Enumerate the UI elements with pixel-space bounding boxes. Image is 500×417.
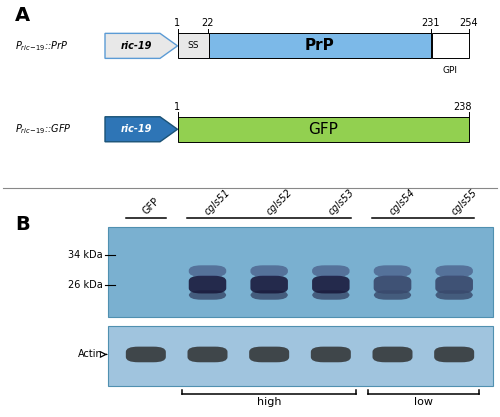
FancyBboxPatch shape (188, 347, 228, 362)
Text: 22: 22 (202, 18, 214, 28)
FancyBboxPatch shape (374, 290, 411, 300)
Text: cgls55: cgls55 (450, 187, 480, 217)
Text: 238: 238 (453, 102, 472, 112)
FancyBboxPatch shape (249, 347, 289, 362)
Text: cgls52: cgls52 (264, 187, 294, 217)
FancyBboxPatch shape (250, 276, 288, 294)
FancyBboxPatch shape (178, 117, 469, 142)
Text: cgls51: cgls51 (203, 187, 232, 217)
Text: 231: 231 (422, 18, 440, 28)
FancyBboxPatch shape (108, 227, 492, 317)
FancyBboxPatch shape (188, 276, 226, 294)
FancyBboxPatch shape (250, 265, 288, 277)
FancyBboxPatch shape (188, 290, 226, 300)
Text: 1: 1 (174, 102, 180, 112)
Text: PrP: PrP (305, 38, 335, 53)
FancyBboxPatch shape (436, 276, 473, 294)
FancyBboxPatch shape (374, 276, 411, 294)
FancyBboxPatch shape (374, 276, 411, 294)
Text: GFP: GFP (308, 122, 338, 137)
Text: 34 kDa: 34 kDa (68, 251, 102, 260)
Text: 26 kDa: 26 kDa (68, 280, 102, 289)
Text: GPI: GPI (442, 66, 458, 75)
FancyBboxPatch shape (312, 276, 350, 294)
FancyBboxPatch shape (178, 33, 208, 58)
Text: A: A (15, 6, 30, 25)
FancyBboxPatch shape (250, 290, 288, 300)
Text: 254: 254 (460, 18, 478, 28)
FancyBboxPatch shape (126, 347, 166, 362)
FancyBboxPatch shape (434, 347, 474, 362)
Text: 1: 1 (174, 18, 180, 28)
Text: Actin: Actin (78, 349, 102, 359)
FancyBboxPatch shape (436, 290, 473, 300)
Text: cgls54: cgls54 (388, 187, 418, 217)
Text: SS: SS (187, 41, 199, 50)
Text: GFP: GFP (142, 196, 162, 217)
FancyBboxPatch shape (432, 33, 469, 58)
FancyBboxPatch shape (311, 347, 351, 362)
Polygon shape (105, 117, 178, 142)
Text: high: high (257, 397, 281, 407)
Text: low: low (414, 397, 433, 407)
FancyBboxPatch shape (372, 347, 412, 362)
FancyBboxPatch shape (312, 265, 350, 277)
FancyBboxPatch shape (436, 265, 473, 277)
Polygon shape (105, 33, 178, 58)
Text: ric-19: ric-19 (120, 41, 152, 51)
FancyBboxPatch shape (188, 265, 226, 277)
Text: $P_{ric\mathrm{-}19}$::$GFP$: $P_{ric\mathrm{-}19}$::$GFP$ (15, 122, 72, 136)
Text: cgls53: cgls53 (326, 187, 356, 217)
Text: B: B (15, 215, 30, 234)
FancyBboxPatch shape (374, 265, 411, 277)
FancyBboxPatch shape (436, 276, 473, 294)
FancyBboxPatch shape (312, 290, 350, 300)
FancyBboxPatch shape (208, 33, 432, 58)
Text: $P_{ric\mathrm{-}19}$::$PrP$: $P_{ric\mathrm{-}19}$::$PrP$ (15, 39, 68, 53)
Text: ric-19: ric-19 (120, 124, 152, 134)
FancyBboxPatch shape (108, 326, 492, 386)
